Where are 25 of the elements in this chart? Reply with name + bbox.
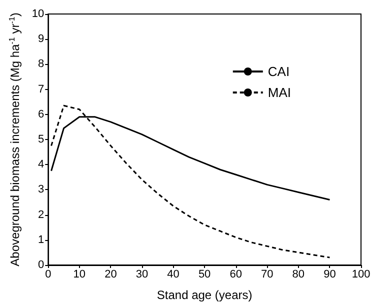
x-tick-label: 80 [292, 268, 305, 280]
x-tick-label: 30 [136, 268, 148, 280]
x-tick-label: 90 [324, 268, 336, 280]
legend-label: MAI [268, 85, 292, 100]
x-tick-label: 20 [104, 268, 117, 280]
x-tick-label: 50 [198, 268, 211, 280]
y-tick-label: 3 [38, 184, 44, 196]
y-tick-label: 8 [38, 58, 44, 70]
x-tick-label: 40 [167, 268, 180, 280]
legend-label: CAI [268, 64, 290, 79]
y-tick-label: 1 [38, 234, 44, 246]
y-tick-label: 7 [38, 83, 44, 96]
y-axis-title: Aboveground biomass increments (Mg ha-1 yr-1) [8, 12, 22, 266]
y-tick-label: 2 [38, 208, 44, 221]
y-tick-label: 10 [32, 8, 44, 20]
x-tick-label: 60 [230, 268, 242, 280]
x-tick-label: 70 [261, 268, 274, 280]
y-tick-label: 5 [38, 134, 44, 146]
y-tick-label: 6 [38, 108, 44, 120]
y-tick-label: 0 [38, 259, 44, 271]
y-tick-label: 9 [38, 33, 44, 46]
x-tick-label: 100 [352, 268, 370, 280]
x-axis-title: Stand age (years) [156, 288, 252, 302]
y-tick-label: 4 [38, 158, 44, 171]
x-tick-label: 10 [73, 268, 86, 280]
